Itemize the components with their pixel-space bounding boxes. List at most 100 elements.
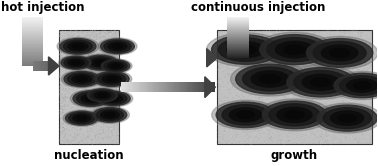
Point [93,60,99,63]
Point [113,87,119,89]
Point [325,139,331,142]
Point [221,103,227,106]
Point [330,134,336,137]
Bar [143,82,144,92]
Point [255,130,261,132]
Point [222,139,228,142]
Point [93,122,99,125]
Point [110,42,116,45]
Point [243,65,249,67]
Bar [228,57,248,58]
Point [321,85,327,88]
Point [95,110,101,112]
Point [89,29,95,32]
Bar [22,46,43,47]
Point [109,72,115,75]
Point [82,123,88,125]
Point [314,41,321,44]
Point [66,113,72,115]
Point [221,44,227,47]
Point [63,121,69,124]
Point [220,137,226,140]
Point [351,50,357,53]
Point [311,31,318,34]
Point [245,66,251,69]
Point [255,111,261,113]
Point [248,46,254,48]
Point [74,61,80,64]
Point [292,135,298,137]
Bar [33,61,34,71]
Point [261,140,267,143]
Point [77,44,83,47]
Point [328,48,334,50]
Point [293,60,299,62]
Point [316,66,322,69]
Point [310,46,316,48]
Point [328,116,334,119]
Point [303,89,309,91]
Point [74,59,81,62]
Point [335,107,341,109]
Point [223,49,229,52]
Point [324,117,330,120]
Point [81,125,87,128]
Point [290,45,296,48]
Point [330,124,336,127]
Point [104,119,110,121]
Point [80,47,86,50]
Point [66,111,72,113]
Point [82,46,88,49]
Point [112,41,118,43]
Point [70,80,76,82]
Point [242,124,248,126]
Point [359,63,366,66]
Point [369,46,375,49]
Point [76,31,82,34]
Point [243,56,249,58]
Point [332,51,338,54]
Point [67,116,73,119]
Point [365,52,371,55]
Point [306,94,312,97]
Point [105,129,111,131]
Point [300,141,306,143]
Point [91,33,97,35]
Point [62,134,68,137]
Point [107,115,113,117]
Point [113,88,119,90]
Point [101,31,107,34]
Point [82,126,88,128]
Point [270,85,276,87]
Point [80,38,86,40]
Point [87,43,93,45]
Point [83,63,89,66]
Point [325,76,332,79]
Point [73,60,79,62]
Point [266,41,272,43]
Point [322,142,328,145]
Point [84,117,90,119]
Point [367,125,373,127]
Point [58,54,64,57]
Point [59,132,65,134]
Point [67,70,73,73]
Point [56,140,62,142]
Point [101,115,107,118]
Point [340,116,346,119]
Point [364,100,370,102]
Point [248,107,254,110]
Point [108,139,114,141]
Point [293,77,299,79]
Point [58,139,64,142]
Point [272,34,278,37]
Point [98,43,104,46]
Point [60,95,67,98]
Point [80,135,86,138]
Point [302,111,308,113]
Point [338,32,344,35]
Point [72,123,78,126]
Point [237,124,243,127]
Point [350,39,356,42]
Point [116,140,122,142]
